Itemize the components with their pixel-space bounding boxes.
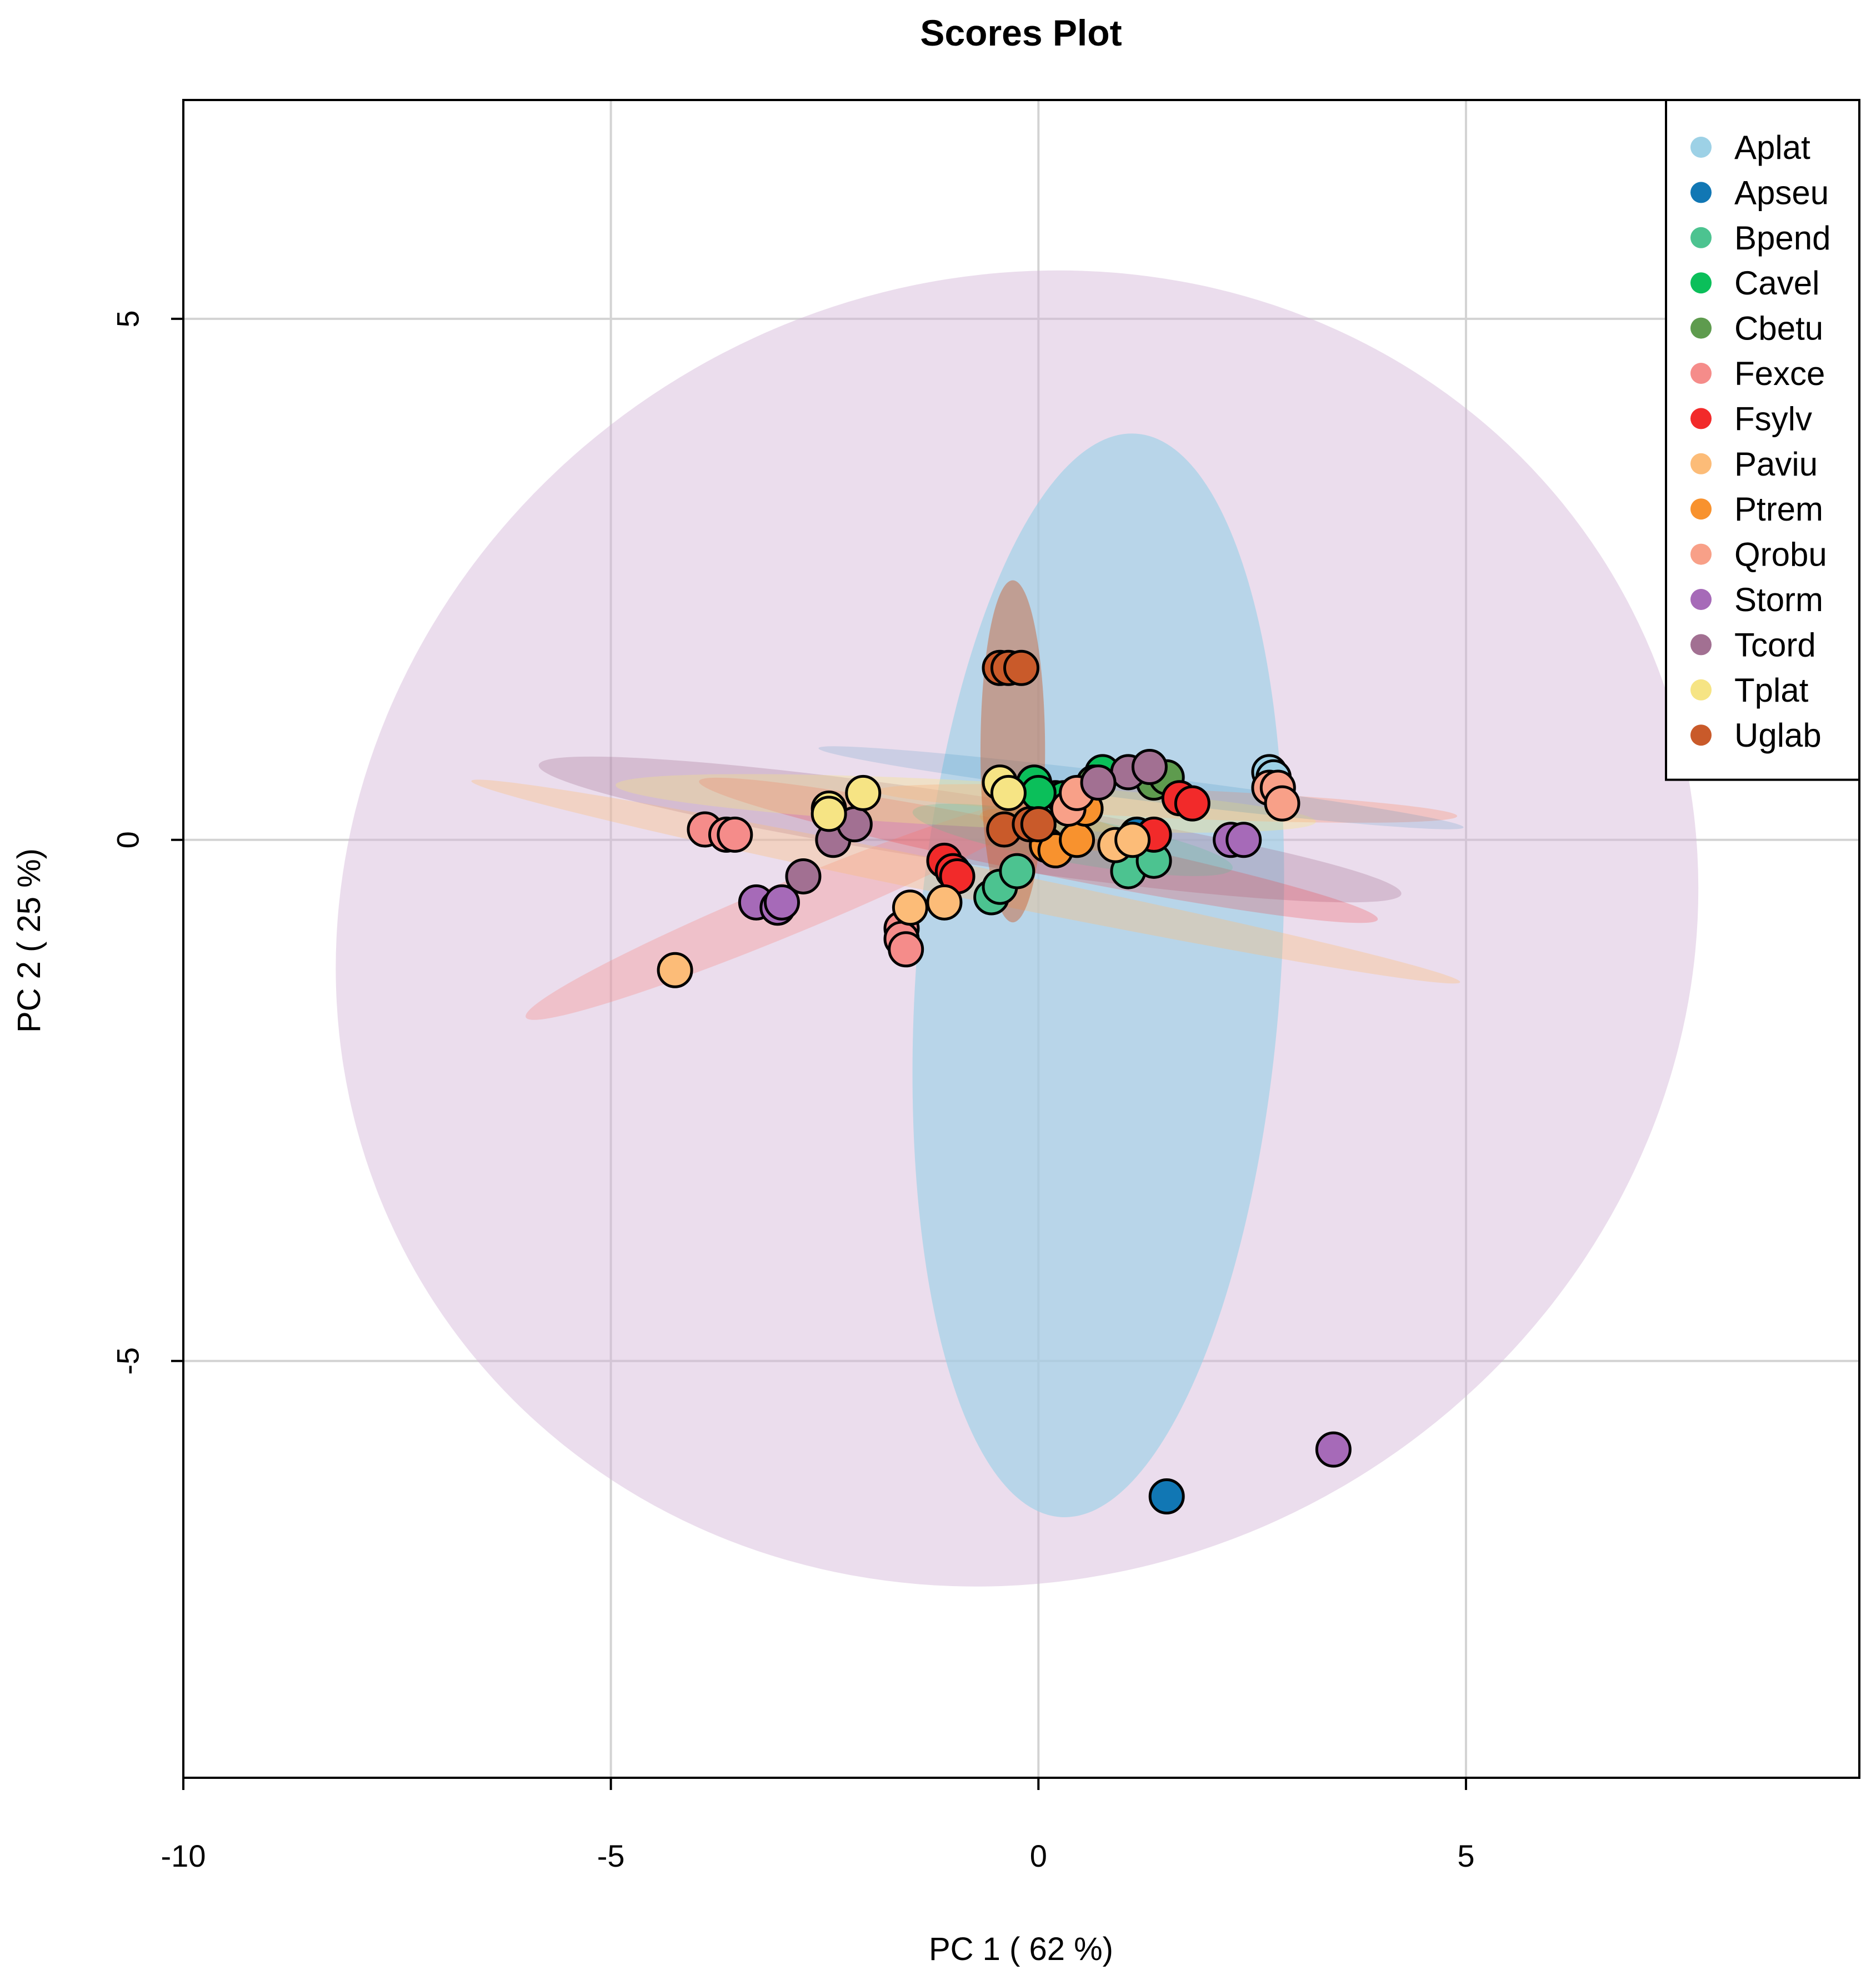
- legend-swatch-paviu: [1690, 453, 1712, 474]
- legend-swatch-aplat: [1690, 137, 1712, 158]
- legend-swatch-storm: [1690, 589, 1712, 610]
- legend-swatch-cavel: [1690, 272, 1712, 294]
- legend-label-uglab: Uglab: [1734, 717, 1822, 754]
- point-storm: [1225, 822, 1262, 858]
- point-tplat: [811, 796, 847, 832]
- point-storm: [764, 884, 800, 921]
- legend-swatch-fsylv: [1690, 408, 1712, 429]
- point-fsylv: [1174, 785, 1210, 822]
- point-cavel: [1020, 774, 1057, 811]
- legend-swatch-bpend: [1690, 227, 1712, 248]
- point-tplat: [990, 774, 1027, 811]
- point-storm: [1315, 1431, 1352, 1468]
- point-apseu: [1148, 1478, 1185, 1515]
- point-tcord: [1131, 748, 1168, 785]
- legend-swatch-tplat: [1690, 679, 1712, 701]
- legend-label-apseu: Apseu: [1734, 174, 1829, 211]
- legend-label-aplat: Aplat: [1734, 129, 1810, 166]
- legend-label-ptrem: Ptrem: [1734, 491, 1823, 528]
- point-qrobu: [1264, 785, 1300, 822]
- legend-label-tcord: Tcord: [1734, 626, 1816, 663]
- point-bpend: [999, 853, 1035, 889]
- point-paviu: [892, 889, 928, 926]
- legend-box: [1665, 99, 1860, 781]
- legend: Aplat Apseu Bpend Cavel Cbetu Fexce Fsylv Paviu…: [1665, 99, 1860, 781]
- legend-label-cbetu: Cbetu: [1734, 310, 1823, 347]
- legend-swatch-uglab: [1690, 724, 1712, 746]
- legend-label-cavel: Cavel: [1734, 264, 1819, 302]
- legend-swatch-apseu: [1690, 182, 1712, 203]
- confidence-ellipses: [336, 270, 1699, 1587]
- axes: -10 -5 0 5 -5 0 5: [111, 310, 1475, 1873]
- legend-swatch-ptrem: [1690, 498, 1712, 520]
- legend-swatch-cbetu: [1690, 317, 1712, 339]
- point-uglab: [1020, 806, 1057, 843]
- point-ptrem: [1059, 822, 1095, 858]
- point-paviu: [926, 884, 963, 921]
- data-points: [657, 649, 1352, 1515]
- point-uglab: [1003, 649, 1039, 686]
- point-fexce: [888, 931, 924, 968]
- x-tick-label: 5: [1457, 1838, 1474, 1873]
- y-tick-label: -5: [111, 1347, 146, 1375]
- point-tcord: [785, 858, 822, 894]
- legend-label-storm: Storm: [1734, 581, 1823, 618]
- ellipse-tcord: [538, 756, 1402, 903]
- ellipse-aplat: [912, 433, 1284, 1517]
- x-tick-label: 0: [1030, 1838, 1047, 1873]
- point-paviu: [1114, 822, 1151, 858]
- point-tplat: [845, 774, 882, 811]
- x-tick-label: -10: [161, 1838, 206, 1873]
- x-tick-label: -5: [597, 1838, 625, 1873]
- legend-label-fsylv: Fsylv: [1734, 400, 1812, 437]
- legend-swatch-tcord: [1690, 634, 1712, 656]
- legend-label-fexce: Fexce: [1734, 355, 1825, 392]
- legend-swatch-qrobu: [1690, 543, 1712, 565]
- y-tick-label: 0: [111, 831, 146, 848]
- legend-swatch-fexce: [1690, 363, 1712, 384]
- point-tcord: [1080, 764, 1117, 801]
- chart-title: Scores Plot: [920, 12, 1122, 53]
- x-axis-label: PC 1 ( 62 %): [929, 1931, 1113, 1967]
- legend-label-bpend: Bpend: [1734, 219, 1831, 257]
- legend-label-tplat: Tplat: [1734, 672, 1809, 709]
- y-tick-label: 5: [111, 310, 146, 327]
- point-paviu: [657, 952, 693, 988]
- legend-label-paviu: Paviu: [1734, 446, 1818, 483]
- point-fexce: [717, 816, 753, 853]
- y-axis-label: PC 2 ( 25 %): [11, 848, 47, 1033]
- legend-label-qrobu: Qrobu: [1734, 536, 1827, 573]
